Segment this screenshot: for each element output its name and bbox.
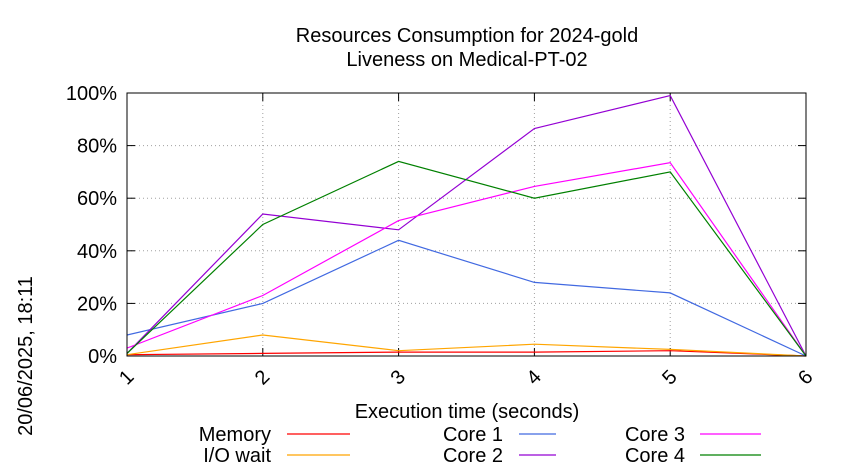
y-tick-label: 100% [66, 83, 117, 105]
x-tick-label: 4 [522, 366, 545, 389]
y-axis-ticks: 0% 20% 40% 60% 80% 100% [66, 83, 806, 368]
series-line-core-2 [126, 94, 807, 357]
series-line-core-3 [126, 162, 807, 357]
y-tick-label: 20% [77, 293, 117, 315]
y-tick-label: 60% [77, 188, 117, 210]
y-tick-label: 40% [77, 241, 117, 263]
x-axis-label: Execution time (seconds) [355, 401, 580, 423]
chart-subtitle: Liveness on Medical-PT-02 [346, 49, 587, 71]
plot-frame [126, 92, 807, 357]
legend-label-memory: Memory [199, 424, 271, 446]
x-tick-label: 1 [115, 366, 138, 389]
x-axis-ticks: 1 2 3 4 5 6 [115, 93, 817, 389]
legend-label-core-4: Core 4 [625, 445, 685, 467]
series-line-memory [126, 350, 807, 357]
series-line-core-1 [126, 239, 807, 357]
y-tick-label: 80% [77, 136, 117, 158]
chart-title: Resources Consumption for 2024-gold [296, 25, 638, 47]
x-tick-label: 5 [658, 366, 681, 389]
series-lines [126, 94, 807, 357]
series-line-core-4 [126, 160, 807, 357]
legend-label-core-1: Core 1 [443, 424, 503, 446]
legend-label-core-3: Core 3 [625, 424, 685, 446]
grid-lines [127, 93, 806, 356]
side-timestamp-label: 20/06/2025, 18:11 [15, 276, 37, 436]
x-tick-label: 6 [794, 366, 817, 389]
y-tick-label: 0% [88, 346, 117, 368]
series-line-i-o-wait [126, 334, 807, 357]
x-tick-label: 3 [387, 366, 410, 389]
legend-label-i-o-wait: I/O wait [203, 445, 271, 467]
x-tick-label: 2 [251, 366, 274, 389]
legend-label-core-2: Core 2 [443, 445, 503, 467]
